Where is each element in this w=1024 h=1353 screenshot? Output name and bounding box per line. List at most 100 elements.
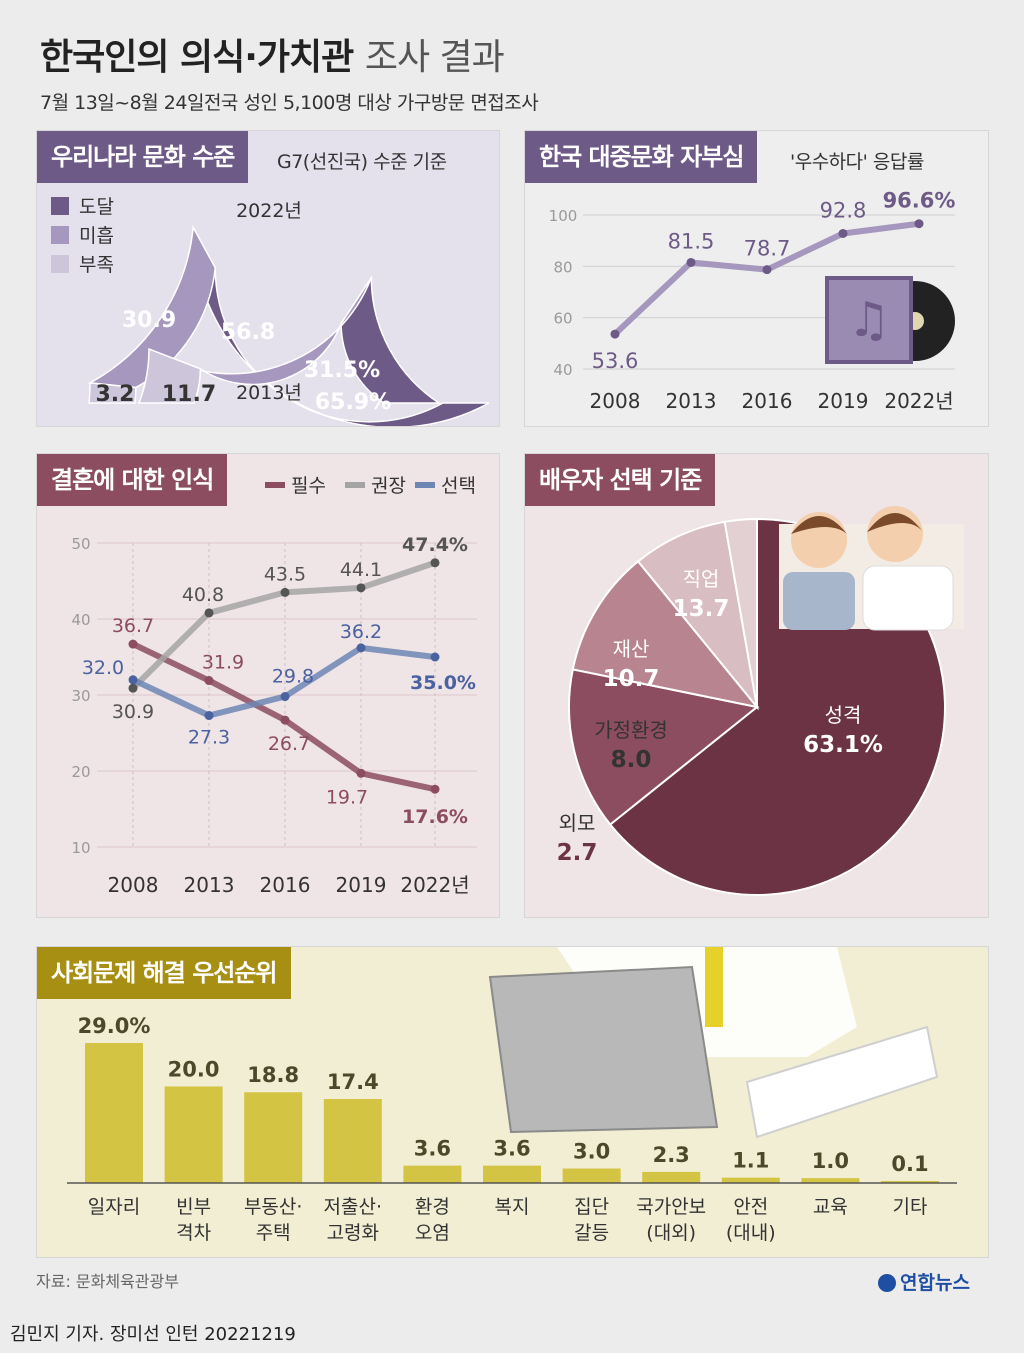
bar-category-2-1: 주택: [256, 1222, 291, 1244]
data-point-2-3: [356, 643, 366, 653]
legend-label-1: 미흡: [79, 225, 114, 247]
legend-swatch-1: [51, 226, 69, 244]
pop-culture-panel: 한국 대중문화 자부심 '우수하다' 응답률 40 60 80 100 ♫ 53.6 81.…: [524, 130, 989, 427]
pop-culture-note: '우수하다' 응답률: [790, 151, 924, 173]
marriage-title: 결혼에 대한 인식: [37, 454, 228, 506]
y-tick-3: 100: [549, 207, 578, 225]
y-tick-1: 60: [553, 310, 572, 328]
spouse-panel: 배우자 선택 기준 성격 63.1% 직업 13.7 재산 10.7 가정환경 8.0 외모 2.…: [524, 453, 989, 918]
bride-dress: [862, 565, 954, 631]
bar-3: [323, 1099, 382, 1183]
spouse-title: 배우자 선택 기준: [525, 454, 716, 506]
page-title: 한국인의 의식·가치관 조사 결과: [40, 28, 505, 80]
data-point-0-3: [356, 768, 366, 778]
outer-ring-label: 2022년: [236, 200, 302, 222]
pie-category-1: 직업: [683, 567, 720, 591]
pie-value-0: 63.1%: [803, 732, 883, 758]
pie-value-4: 2.7: [557, 840, 598, 866]
data-point-0-4: [430, 784, 440, 794]
data-label-2-2: 29.8: [272, 666, 314, 688]
bar-category-3-1: 고령화: [327, 1222, 379, 1244]
bar-category-2-0: 부동산·: [244, 1196, 302, 1218]
data-point-0-0: [128, 639, 138, 649]
data-label-1: 81.5: [668, 229, 715, 253]
data-point-4: [914, 219, 924, 229]
bar-value-5: 3.6: [493, 1137, 530, 1161]
logo-icon: [878, 1274, 896, 1292]
legend-label-0: 필수: [291, 475, 326, 497]
bar-value-8: 1.1: [732, 1149, 769, 1173]
pie-category-3: 가정환경: [594, 718, 668, 742]
donut-label-2: 3.2: [96, 382, 135, 407]
data-point-0-1: [204, 676, 214, 686]
donut-label-1: 30.9: [122, 308, 176, 333]
pie-category-2: 재산: [613, 637, 650, 661]
data-label-2-0: 32.0: [82, 657, 124, 679]
data-label-0: 53.6: [592, 349, 639, 373]
culture-level-title: 우리나라 문화 수준: [37, 131, 249, 183]
data-label-0-2: 26.7: [268, 733, 310, 755]
bar-6: [562, 1168, 621, 1183]
data-label-2-4: 35.0%: [410, 672, 476, 694]
bar-category-5-0: 복지: [495, 1196, 530, 1218]
data-label-1-2: 43.5: [264, 563, 306, 585]
data-label-1-4: 47.4%: [402, 534, 468, 556]
data-label-2: 78.7: [744, 237, 791, 261]
data-point-1-4: [430, 558, 440, 568]
data-label-2-1: 27.3: [188, 727, 230, 749]
data-point-1: [686, 257, 696, 267]
bar-category-3-0: 저출산·: [324, 1196, 382, 1218]
logo-text: 연합뉴스: [900, 1272, 970, 1294]
bar-value-2: 18.8: [247, 1063, 299, 1087]
data-label-4: 96.6%: [883, 189, 956, 213]
pie-value-2: 10.7: [603, 666, 660, 692]
bar-5: [483, 1165, 541, 1183]
pop-culture-chart: 40 60 80 100 ♫ 53.6 81.5 78.7 92.8 96.6% 2008 2013 2…: [549, 189, 956, 413]
bar-10: [881, 1181, 939, 1183]
y-tick-4: 50: [71, 535, 90, 553]
social-issues-panel: 29.0% 일자리 20.0 빈부 격차 18.8 부동산· 주택 17.4 저출산· 고령화 3.6…: [36, 946, 989, 1258]
bar-category-4-1: 오염: [415, 1222, 450, 1244]
pop-culture-title: 한국 대중문화 자부심: [525, 131, 758, 183]
bar-value-9: 1.0: [812, 1149, 849, 1173]
bar-7: [642, 1171, 701, 1183]
data-point-0: [610, 329, 620, 339]
pie-slice-1: [568, 668, 760, 826]
title-light: 조사 결과: [364, 37, 505, 78]
donut-slice-1-2: [137, 348, 202, 404]
y-tick-3: 40: [71, 611, 90, 629]
byline: 김민지 기자. 장미선 인턴 20221219: [10, 1324, 296, 1345]
legend-swatch-2: [51, 255, 69, 273]
donut-label-4: 56.8: [221, 320, 275, 345]
bar-category-6-1: 갈등: [574, 1222, 609, 1244]
donut-label-0: 65.9%: [315, 390, 391, 415]
x-tick-4: 2022년: [884, 389, 953, 413]
data-label-0-1: 31.9: [202, 652, 244, 674]
bar-value-0: 29.0%: [78, 1014, 151, 1038]
legend-swatch-0: [51, 197, 69, 215]
data-point-2-1: [204, 711, 214, 721]
data-point-2-2: [280, 692, 290, 702]
spouse-chart: 성격 63.1% 직업 13.7 재산 10.7 가정환경 8.0 외모 2.7: [557, 506, 964, 896]
data-label-0-0: 36.7: [112, 615, 154, 637]
data-point-0-2: [280, 715, 290, 725]
bar-category-7-1: (대외): [646, 1222, 696, 1244]
x-tick-3: 2019: [818, 389, 869, 413]
bar-category-1-0: 빈부: [176, 1196, 211, 1218]
data-point-3: [838, 228, 848, 238]
data-label-1-1: 40.8: [182, 584, 224, 606]
social-issues-title: 사회문제 해결 우선순위: [37, 947, 291, 999]
pie-value-3: 8.0: [611, 747, 652, 773]
music-note-icon: ♫: [847, 292, 890, 348]
bar-value-4: 3.6: [414, 1137, 451, 1161]
x-tick-2: 2016: [260, 873, 311, 897]
pie-slice-3: [636, 520, 759, 711]
y-tick-1: 20: [71, 763, 90, 781]
bride-hair: [867, 513, 923, 532]
data-point-1-1: [204, 608, 214, 618]
data-point-1-3: [356, 583, 366, 593]
y-tick-0: 10: [71, 839, 90, 857]
x-tick-2: 2016: [742, 389, 793, 413]
bar-value-3: 17.4: [327, 1070, 379, 1094]
data-point-2: [762, 265, 772, 275]
